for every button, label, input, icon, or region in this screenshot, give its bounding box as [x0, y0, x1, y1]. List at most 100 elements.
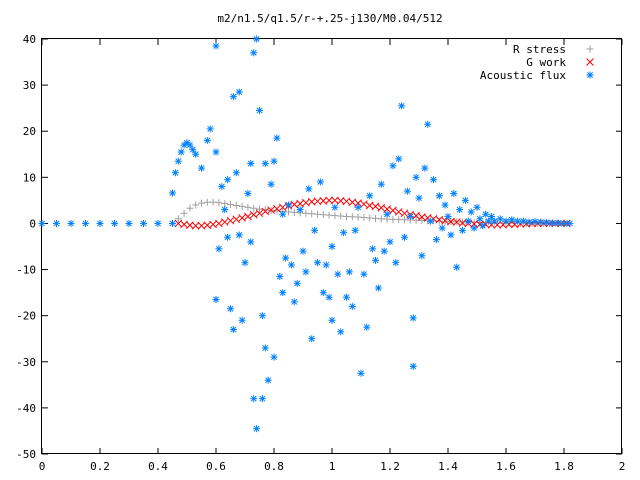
data-point — [398, 102, 406, 110]
x-tick-label: 0.8 — [264, 460, 284, 473]
data-point — [412, 211, 420, 220]
data-point — [406, 213, 414, 221]
data-point — [322, 261, 330, 269]
data-point — [96, 219, 104, 227]
x-tick: 1.6 — [496, 39, 516, 473]
x-tick-label: 2 — [619, 460, 626, 473]
x-tick: 0.4 — [148, 39, 168, 473]
data-point — [389, 162, 397, 170]
data-point — [412, 173, 420, 181]
data-point — [232, 201, 240, 209]
data-point — [354, 203, 362, 211]
data-point — [169, 219, 176, 227]
data-point — [232, 215, 241, 224]
data-point — [377, 180, 385, 188]
data-point — [67, 219, 75, 227]
data-point — [215, 219, 223, 228]
data-point — [461, 196, 469, 204]
x-tick-label: 1 — [329, 460, 336, 473]
legend-label: G work — [526, 56, 566, 69]
data-point — [308, 335, 316, 343]
data-point — [206, 125, 214, 133]
data-point — [212, 148, 220, 156]
data-point — [212, 42, 220, 50]
data-point — [255, 209, 264, 218]
data-point — [325, 293, 333, 301]
x-tick: 0.2 — [90, 39, 110, 473]
data-point — [432, 236, 440, 244]
data-point — [450, 189, 458, 197]
data-point — [171, 169, 179, 177]
data-point — [316, 178, 324, 186]
data-point — [369, 245, 377, 253]
data-point — [334, 270, 342, 278]
data-point — [319, 289, 327, 297]
data-point — [241, 259, 249, 267]
y-tick: -10 — [16, 264, 622, 277]
data-point — [53, 219, 60, 227]
data-point — [531, 218, 539, 226]
data-point — [189, 146, 197, 154]
data-point — [482, 210, 490, 218]
y-tick: -30 — [16, 356, 622, 369]
y-tick: 20 — [23, 125, 622, 138]
data-point — [299, 247, 307, 255]
legend-label: Acoustic flux — [480, 69, 566, 82]
y-tick: 10 — [23, 171, 622, 184]
series-2 — [38, 35, 574, 433]
data-point — [337, 328, 345, 336]
data-point — [273, 134, 281, 142]
data-point — [383, 210, 391, 218]
data-point — [244, 203, 252, 211]
x-tick-label: 0.2 — [90, 460, 110, 473]
data-point — [525, 218, 533, 226]
x-tick: 1.4 — [438, 39, 458, 473]
x-tick-label: 1.6 — [496, 460, 516, 473]
data-point — [261, 160, 269, 167]
data-point — [198, 164, 205, 172]
data-point — [351, 226, 359, 234]
data-point — [267, 206, 275, 214]
data-point — [519, 217, 527, 225]
data-point — [198, 199, 205, 207]
data-point — [180, 209, 188, 217]
data-point — [418, 252, 426, 260]
data-point — [476, 215, 484, 223]
data-point — [409, 314, 417, 322]
data-point — [282, 254, 290, 262]
data-point — [273, 204, 281, 213]
data-point — [345, 268, 353, 276]
data-point — [174, 215, 182, 223]
data-point — [279, 289, 287, 297]
data-point — [174, 157, 182, 165]
data-point — [394, 208, 403, 216]
data-point — [415, 194, 423, 202]
data-point — [169, 189, 176, 197]
data-point — [377, 203, 386, 212]
data-point — [427, 217, 435, 225]
data-point — [328, 243, 336, 250]
y-tick-label: -30 — [16, 356, 36, 369]
data-point — [192, 150, 200, 158]
data-point — [467, 208, 475, 216]
data-point — [287, 261, 295, 269]
data-point — [490, 217, 498, 225]
data-point — [453, 263, 461, 271]
data-point — [125, 219, 133, 227]
data-point — [560, 219, 568, 227]
data-point — [456, 206, 464, 214]
data-point — [226, 216, 235, 225]
data-point — [279, 210, 287, 218]
data-point — [343, 293, 350, 301]
data-point — [218, 183, 226, 191]
data-point — [400, 209, 409, 218]
data-point — [203, 136, 211, 144]
data-point — [314, 259, 321, 267]
data-point — [221, 206, 229, 214]
data-point — [473, 203, 481, 211]
data-point — [154, 219, 162, 227]
data-point — [487, 220, 496, 229]
y-tick-label: -40 — [16, 402, 36, 415]
data-point — [389, 206, 397, 215]
